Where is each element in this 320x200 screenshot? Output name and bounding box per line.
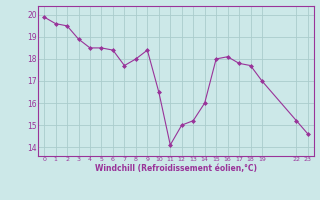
X-axis label: Windchill (Refroidissement éolien,°C): Windchill (Refroidissement éolien,°C) [95,164,257,173]
